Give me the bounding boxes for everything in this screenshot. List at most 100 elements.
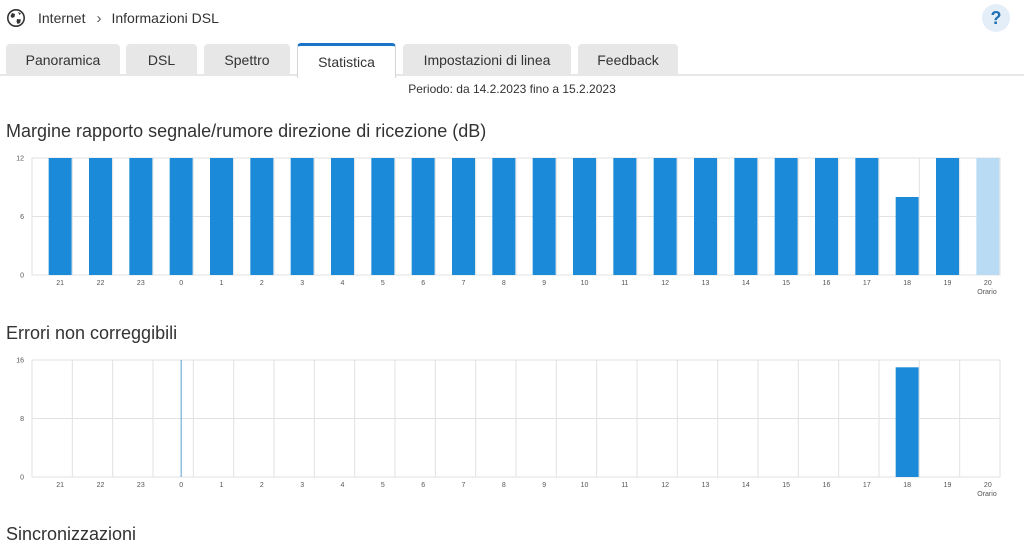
x-tick-label: 18 <box>903 482 911 489</box>
bar <box>895 197 919 275</box>
x-tick-label: 14 <box>742 482 750 489</box>
x-tick-label: 15 <box>782 482 790 489</box>
bar <box>250 158 274 275</box>
x-tick-label: 5 <box>381 482 385 489</box>
bar <box>169 158 193 275</box>
bar <box>48 158 72 275</box>
bar <box>89 158 112 275</box>
x-tick-label: 7 <box>462 482 466 489</box>
bar <box>694 158 717 275</box>
x-tick-label: 16 <box>823 482 831 489</box>
x-tick-label: 0 <box>179 482 183 489</box>
y-tick-label: 6 <box>20 214 24 221</box>
bar <box>129 158 153 275</box>
x-tick-label: 22 <box>97 482 105 489</box>
x-tick-label: 19 <box>944 280 952 287</box>
x-tick-label: 10 <box>581 280 589 287</box>
bar <box>411 158 435 275</box>
tab-label: Spettro <box>224 51 270 68</box>
x-tick-label: 16 <box>823 280 831 287</box>
help-icon: ? <box>990 7 1002 28</box>
x-axis-label: Orario <box>977 289 997 296</box>
bar <box>532 158 556 275</box>
tab-bar: Panoramica DSL Spettro Statistica Impost… <box>0 43 1024 78</box>
bar <box>492 158 516 275</box>
x-tick-label: 20 <box>984 482 992 489</box>
y-tick-label: 12 <box>16 156 24 163</box>
x-tick-label: 23 <box>137 482 145 489</box>
x-tick-label: 11 <box>621 482 628 489</box>
bar <box>210 158 233 275</box>
bar <box>815 158 838 275</box>
x-tick-label: 14 <box>742 280 750 287</box>
errors-title: Errori non correggibili <box>6 323 178 343</box>
bar <box>774 158 798 275</box>
y-tick-label: 0 <box>20 475 24 482</box>
x-tick-label: 6 <box>421 280 425 287</box>
tab-label: Feedback <box>597 51 659 68</box>
tab-panoramica[interactable]: Panoramica <box>6 44 120 75</box>
bar <box>452 158 475 275</box>
x-tick-label: 13 <box>702 280 710 287</box>
tab-dsl[interactable]: DSL <box>126 44 197 75</box>
x-tick-label: 2 <box>260 280 264 287</box>
x-tick-label: 5 <box>381 280 385 287</box>
x-tick-label: 20 <box>984 280 992 287</box>
bar <box>976 158 1000 275</box>
bar <box>613 158 637 275</box>
x-tick-label: 10 <box>581 482 589 489</box>
x-tick-label: 1 <box>220 482 224 489</box>
tab-label: DSL <box>147 51 176 68</box>
tab-feedback[interactable]: Feedback <box>578 44 678 75</box>
x-tick-label: 3 <box>300 280 304 287</box>
x-tick-label: 17 <box>863 482 871 489</box>
x-tick-label: 8 <box>502 482 506 489</box>
x-tick-label: 13 <box>702 482 710 489</box>
bar <box>895 367 919 477</box>
x-tick-label: 12 <box>661 280 669 287</box>
bar <box>653 158 677 275</box>
tab-label: Panoramica <box>25 51 101 68</box>
x-tick-label: 18 <box>903 280 911 287</box>
x-axis-label: Orario <box>977 491 997 498</box>
x-tick-label: 1 <box>220 280 224 287</box>
x-tick-label: 22 <box>97 280 105 287</box>
x-tick-label: 21 <box>56 280 64 287</box>
tab-spettro[interactable]: Spettro <box>204 44 290 75</box>
bar <box>734 158 758 275</box>
x-tick-label: 0 <box>179 280 183 287</box>
x-tick-label: 12 <box>661 482 669 489</box>
bar <box>855 158 879 275</box>
sync-title: Sincronizzazioni <box>6 524 137 544</box>
help-button[interactable]: ? <box>982 4 1010 32</box>
x-tick-label: 21 <box>56 482 64 489</box>
breadcrumb: Internet › Informazioni DSL <box>6 6 219 30</box>
globe-icon <box>6 8 26 28</box>
bar <box>936 158 959 275</box>
x-tick-label: 17 <box>863 280 871 287</box>
y-tick-label: 16 <box>16 358 24 365</box>
bar <box>290 158 314 275</box>
tab-impostazioni-di-linea[interactable]: Impostazioni di linea <box>403 44 571 75</box>
bar <box>371 158 395 275</box>
x-tick-label: 9 <box>542 280 546 287</box>
breadcrumb-root[interactable]: Internet <box>38 10 86 26</box>
period-text: Periodo: da 14.2.2023 fino a 15.2.2023 <box>408 82 616 96</box>
x-tick-label: 6 <box>421 482 425 489</box>
x-tick-label: 4 <box>341 280 345 287</box>
x-tick-label: 3 <box>300 482 304 489</box>
bar <box>331 158 354 275</box>
bar <box>573 158 596 275</box>
x-tick-label: 15 <box>782 280 790 287</box>
x-tick-label: 4 <box>341 482 345 489</box>
x-tick-label: 7 <box>462 280 466 287</box>
tab-statistica[interactable]: Statistica <box>297 43 396 78</box>
y-tick-label: 8 <box>20 416 24 423</box>
tab-label: Statistica <box>318 54 375 70</box>
x-tick-label: 11 <box>621 280 628 287</box>
y-tick-label: 0 <box>20 273 24 280</box>
breadcrumb-current: Informazioni DSL <box>111 10 219 26</box>
breadcrumb-separator: › <box>96 9 102 27</box>
